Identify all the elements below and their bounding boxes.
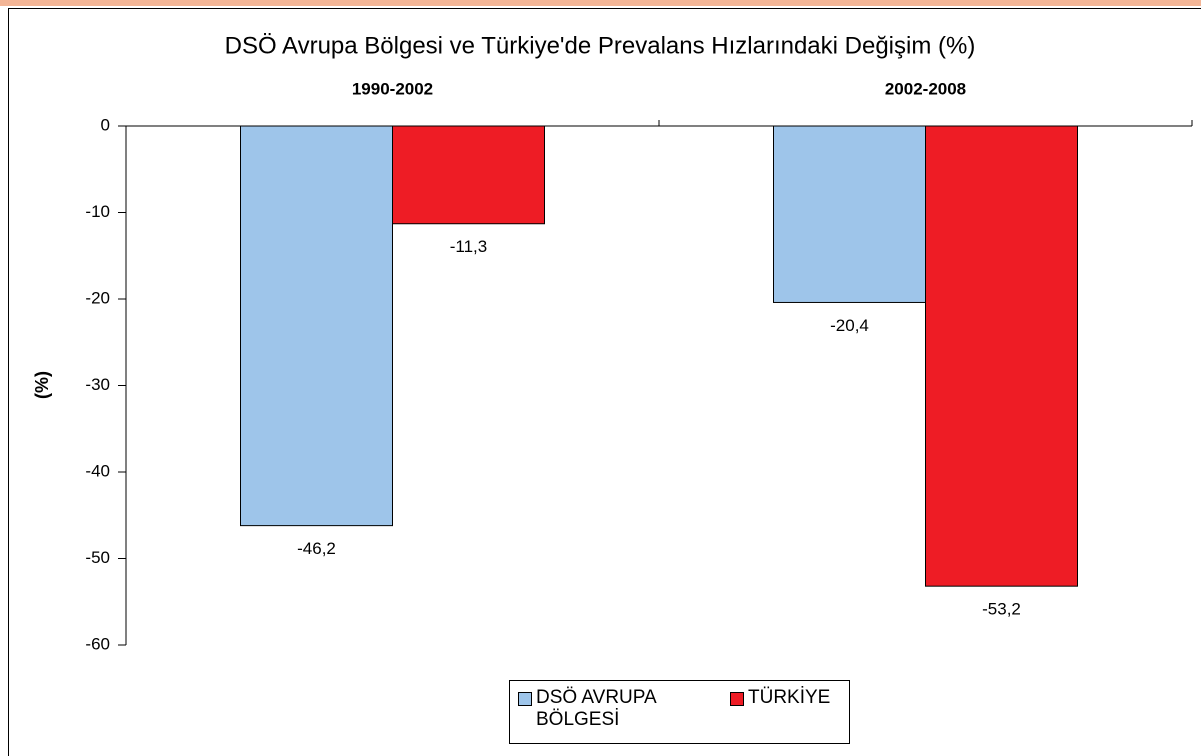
legend-label: DSÖ AVRUPA BÖLGESİ xyxy=(536,687,656,730)
bar xyxy=(925,125,1078,587)
legend-item: TÜRKİYE xyxy=(730,687,868,709)
value-label: -46,2 xyxy=(297,539,336,558)
y-tick-label: -20 xyxy=(85,288,110,307)
value-label: -53,2 xyxy=(982,600,1021,619)
value-label: -11,3 xyxy=(450,237,488,256)
legend-label: TÜRKİYE xyxy=(748,687,831,708)
y-tick-label: -40 xyxy=(85,461,110,480)
y-tick-label: -30 xyxy=(85,375,110,394)
y-tick-label: -50 xyxy=(85,548,110,567)
bar xyxy=(773,125,926,303)
x-tick-label: 1990-2002 xyxy=(352,79,433,98)
chart-title: DSÖ Avrupa Bölgesi ve Türkiye'de Prevala… xyxy=(225,32,976,59)
legend-item: DSÖ AVRUPA BÖLGESİ xyxy=(518,687,676,731)
y-axis-label: (%) xyxy=(32,371,52,399)
x-tick-label: 2002-2008 xyxy=(885,79,966,98)
bar xyxy=(392,125,545,225)
top-strip xyxy=(0,0,1201,6)
chart-border xyxy=(8,8,1201,756)
y-tick-label: 0 xyxy=(101,115,110,134)
y-tick-label: -10 xyxy=(85,202,110,221)
legend: DSÖ AVRUPA BÖLGESİ TÜRKİYE xyxy=(509,680,850,744)
value-label: -20,4 xyxy=(830,316,869,335)
legend-swatch xyxy=(730,692,744,706)
y-tick-label: -60 xyxy=(85,634,110,653)
bar xyxy=(240,125,393,527)
legend-swatch xyxy=(518,692,532,706)
